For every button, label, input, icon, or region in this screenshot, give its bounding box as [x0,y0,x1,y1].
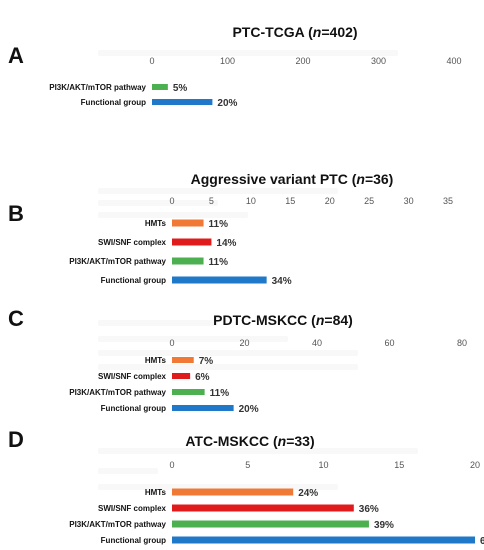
chart-title-n: n [356,171,365,187]
x-tick-label: 5 [209,196,214,206]
panel-a: A PTC-TCGA (n=402) 0 100 200 300 400 PI3K/AKT/m… [8,24,462,109]
category-label: HMTs [145,219,167,228]
chart-title-suffix: =36) [365,171,393,187]
category-label: SWI/SNF complex [98,238,167,247]
category-label: PI3K/AKT/mTOR pathway [69,257,166,266]
chart-title-suffix: =84) [324,312,352,328]
bar-pi3k-akt-mtor-pathway [152,84,168,90]
category-label: SWI/SNF complex [98,372,167,381]
x-tick-label: 5 [245,460,250,470]
bar-swi-snf-complex [172,373,191,379]
chart-title: PDTC-MSKCC (n=84) [213,312,353,328]
x-tick-label: 300 [371,56,386,66]
data-label: 11% [209,219,229,230]
chart-title-prefix: PTC-TCGA ( [232,24,313,40]
x-tick-label: 15 [394,460,404,470]
category-label: Functional group [101,276,166,285]
category-label: PI3K/AKT/mTOR pathway [69,388,166,397]
data-label: 11% [209,257,229,268]
bar-functional-group [172,536,475,544]
chart-title-prefix: ATC-MSKCC ( [185,433,278,449]
x-tick-label: 30 [404,196,414,206]
x-tick-label: 0 [149,56,154,66]
category-label: Functional group [101,404,166,413]
category-label: HMTs [145,356,167,365]
x-tick-label: 20 [470,460,480,470]
chart-title-suffix: =33) [286,433,314,449]
x-tick-label: 200 [295,56,310,66]
x-tick-label: 0 [169,196,174,206]
data-label: 7% [199,356,214,367]
panel-letter: B [8,201,24,226]
data-label: 39% [374,520,394,531]
x-tick-label: 40 [312,338,322,348]
chart-title-n: n [313,24,322,40]
data-label: 24% [298,488,318,499]
x-tick-label: 10 [246,196,256,206]
data-label: 11% [210,388,230,399]
panel-b: B Aggressive variant PTC (n=36) 0 5 10 15 20 25… [8,171,453,287]
chart-title-suffix: =402) [321,24,357,40]
data-label: 14% [216,238,236,249]
panel-letter: D [8,427,24,452]
bar-swi-snf-complex [172,238,212,246]
chart-title-n: n [316,312,325,328]
x-tick-label: 0 [169,338,174,348]
category-label: Functional group [101,536,166,545]
x-tick-label: 10 [318,460,328,470]
data-label: 61% [480,536,484,547]
data-label: 5% [173,83,188,94]
chart-title: PTC-TCGA (n=402) [232,24,357,40]
bar-swi-snf-complex [172,504,354,512]
category-label: SWI/SNF complex [98,504,167,513]
data-label: 36% [359,504,379,515]
x-tick-label: 100 [220,56,235,66]
x-tick-label: 20 [325,196,335,206]
bar-functional-group [172,405,234,411]
category-label: PI3K/AKT/mTOR pathway [69,520,166,529]
category-label: Functional group [81,98,146,107]
chart-title-n: n [278,433,287,449]
bar-functional-group [152,99,213,105]
chart-title: ATC-MSKCC (n=33) [185,433,314,449]
x-tick-label: 400 [446,56,461,66]
bar-pi3k-akt-mtor-pathway [172,389,205,395]
panel-d: D ATC-MSKCC (n=33) 0 5 10 15 20 HMTs 24% SWI/SNF … [8,427,484,547]
data-label: 20% [239,404,259,415]
chart-title-prefix: Aggressive variant PTC ( [191,171,357,187]
x-tick-label: 20 [239,338,249,348]
ghost-layer [98,50,418,490]
x-tick-label: 60 [384,338,394,348]
x-tick-label: 80 [457,338,467,348]
data-label: 20% [217,98,237,109]
data-label: 34% [272,276,292,287]
x-tick-label: 35 [443,196,453,206]
bar-hmts [172,357,194,363]
chart-title-prefix: PDTC-MSKCC ( [213,312,316,328]
panel-letter: C [8,306,24,331]
category-label: PI3K/AKT/mTOR pathway [49,83,146,92]
bar-hmts [172,219,204,227]
data-label: 6% [195,372,210,383]
x-tick-label: 0 [169,460,174,470]
bar-pi3k-akt-mtor-pathway [172,257,204,265]
bar-pi3k-akt-mtor-pathway [172,520,369,528]
x-tick-label: 15 [285,196,295,206]
panel-letter: A [8,43,24,68]
panel-c: C PDTC-MSKCC (n=84) 0 20 40 60 80 HMTs 7% SWI/SNF… [8,306,467,415]
chart-title: Aggressive variant PTC (n=36) [191,171,394,187]
category-label: HMTs [145,488,167,497]
bar-hmts [172,488,294,496]
x-tick-label: 25 [364,196,374,206]
bar-functional-group [172,276,267,284]
